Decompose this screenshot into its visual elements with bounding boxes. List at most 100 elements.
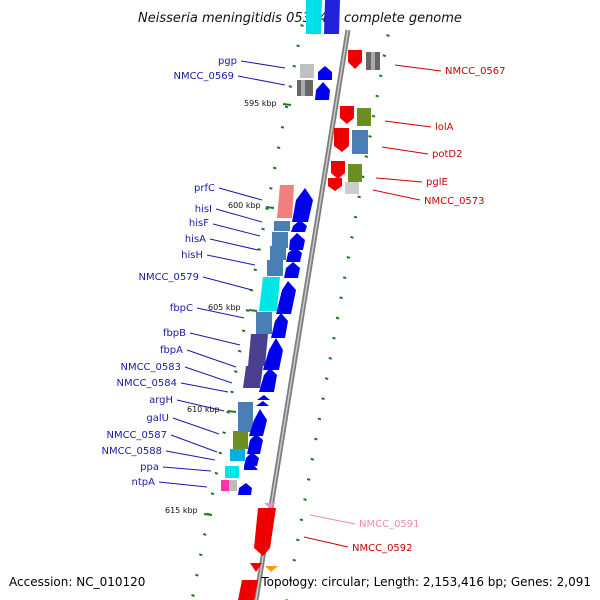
tick-mark-left <box>222 431 226 435</box>
gene-fbpB <box>248 334 268 366</box>
gene-argH <box>238 402 253 432</box>
tick-mark-left <box>218 451 223 455</box>
tick-mark-left <box>230 390 234 394</box>
label-hisI: hisI <box>195 204 212 215</box>
tick-mark-right <box>386 34 390 37</box>
label-NMCC_0592: NMCC_0592 <box>352 543 413 554</box>
label-pglE: pglE <box>426 177 448 188</box>
gene-NMCC_0592 <box>254 508 276 556</box>
gene-ntpA <box>221 480 229 491</box>
tick-mark-left <box>210 492 215 496</box>
tick-mark-right <box>364 155 369 159</box>
tick-mark-right <box>328 356 333 360</box>
label-NMCC_0588: NMCC_0588 <box>101 446 162 457</box>
tick-mark-left <box>284 105 289 109</box>
feature-olive-lolA <box>357 108 371 126</box>
tick-mark-right <box>324 377 329 380</box>
tick-mark-right <box>382 54 387 58</box>
forward-strand-features <box>221 64 332 495</box>
tick-mark-right <box>292 558 297 562</box>
label-hisH: hisH <box>181 250 203 261</box>
label-NMCC_0583: NMCC_0583 <box>120 362 181 373</box>
gene-fbpC <box>256 312 272 334</box>
label-fbpA: fbpA <box>160 345 183 356</box>
feature-grey-0573 <box>345 182 359 194</box>
gene-NMCC_0591 <box>264 503 276 508</box>
tick-mark-left <box>300 24 304 27</box>
top-partial-features <box>306 0 340 34</box>
tick-mark-left <box>272 166 277 170</box>
tick-mark-left <box>245 309 250 312</box>
scale-label-615: 615 kbp <box>165 506 198 515</box>
tick-mark-right <box>378 74 383 78</box>
label-NMCC_0569: NMCC_0569 <box>173 71 234 82</box>
tick-mark-right <box>310 457 315 461</box>
tick-mark-right <box>342 276 347 280</box>
tick-mark-right <box>314 437 318 441</box>
reverse-labels: NMCC_0567 lolA potD2 pglE NMCC_0573 NMCC… <box>303 64 506 554</box>
tick-mark-right <box>306 477 311 481</box>
scale-label-600: 600 kbp <box>228 201 261 210</box>
tick-mark-left <box>253 268 258 272</box>
gene-hisH <box>267 260 283 276</box>
tick-mark-right <box>357 195 361 199</box>
forward-labels: pgp NMCC_0569 prfC hisI hisF hisA hisH N… <box>101 56 286 488</box>
tick-mark-left <box>288 85 293 89</box>
gene-galU <box>233 431 248 449</box>
tick-mark-right <box>288 578 293 582</box>
label-fbpC: fbpC <box>170 303 193 314</box>
tick-mark-left <box>292 64 297 68</box>
gene-NMCC_0569 <box>315 82 330 100</box>
tick-mark-right <box>321 397 325 401</box>
tick-mark-left <box>214 471 219 475</box>
label-hisF: hisF <box>189 218 209 229</box>
scale-labels: 595 kbp 600 kbp 605 kbp 610 kbp 615 kbp <box>165 99 292 516</box>
label-NMCC_0587: NMCC_0587 <box>106 430 167 441</box>
gene-potD2 <box>334 128 349 152</box>
feature-steel-potD2 <box>352 130 368 154</box>
feature-olive-pglE <box>348 164 362 182</box>
tick-mark-left <box>265 207 269 211</box>
tick-track-right <box>285 34 390 600</box>
scale-label-610: 610 kbp <box>187 405 220 414</box>
gene-NMCC_0587 <box>230 449 245 461</box>
label-NMCC_0591: NMCC_0591 <box>359 519 420 530</box>
tick-mark-right <box>346 256 351 259</box>
tick-mark-right <box>350 235 354 239</box>
gene-pgp <box>318 66 332 80</box>
label-NMCC_0567: NMCC_0567 <box>445 66 506 77</box>
tick-mark-right <box>371 114 376 118</box>
topology-label: Topology: circular; Length: 2,153,416 bp… <box>260 575 591 589</box>
tick-mark-left <box>296 44 300 48</box>
gene-hisF <box>272 232 288 248</box>
gene-pglE <box>331 161 345 179</box>
label-potD2: potD2 <box>432 149 462 160</box>
tick-mark-right <box>339 296 343 300</box>
label-NMCC_0579: NMCC_0579 <box>138 272 199 283</box>
label-galU: galU <box>146 413 169 424</box>
tick-mark-left <box>195 573 199 577</box>
map-title: Neisseria meningitidis 053442, complete … <box>138 11 462 26</box>
tick-mark-left <box>226 410 230 414</box>
label-NMCC_0573: NMCC_0573 <box>424 196 485 207</box>
tick-mark-right <box>368 134 372 138</box>
tick-mark-left <box>276 146 281 150</box>
tick-mark-right <box>303 498 307 502</box>
label-ppa: ppa <box>140 462 159 473</box>
gene-fbpA <box>243 366 263 388</box>
tick-mark-left <box>234 370 238 374</box>
tick-mark-right <box>353 215 358 219</box>
tick-mark-right <box>299 518 304 522</box>
tick-mark-left <box>202 532 207 536</box>
tick-mark-right <box>332 336 336 340</box>
gene-lolA <box>340 106 354 124</box>
tick-mark-left <box>198 553 203 557</box>
label-prfC: prfC <box>194 183 215 194</box>
tick-mark-right <box>335 316 340 320</box>
label-hisA: hisA <box>185 234 206 245</box>
tick-mark-left <box>191 594 195 597</box>
tick-mark-left <box>241 329 246 333</box>
scale-label-605: 605 kbp <box>208 303 241 312</box>
tick-mark-right <box>317 417 322 421</box>
